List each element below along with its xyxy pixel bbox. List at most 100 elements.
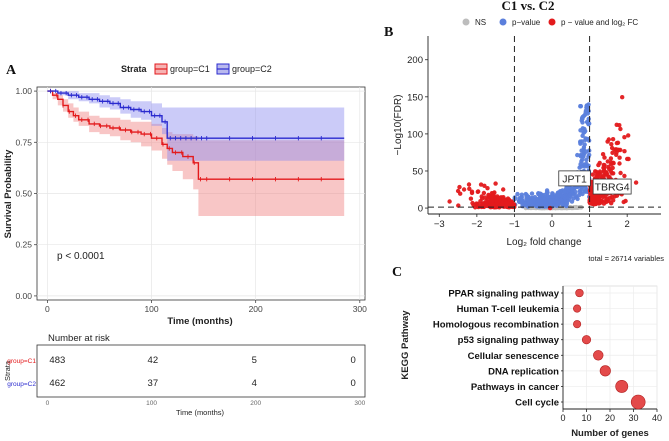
km-band-c2 xyxy=(47,91,345,161)
km-x-tick-label: 100 xyxy=(144,304,158,314)
volcano-point-pvalue xyxy=(550,191,555,196)
volcano-point-pvalue xyxy=(573,189,578,195)
volcano-x-ticks: −3 −2 −1 0 1 2 xyxy=(434,214,630,230)
volcano-point-pvalue xyxy=(562,195,568,201)
kegg-dot xyxy=(573,320,582,329)
volcano-point-pvalue-fc xyxy=(626,133,631,138)
km-y-tick-label: 0.25 xyxy=(15,240,32,250)
volcano-legend-pvalue-dot xyxy=(499,18,507,26)
risk-cell-c2-0: 462 xyxy=(49,378,65,389)
kegg-category-label: DNA replication xyxy=(488,366,559,377)
kegg-dot xyxy=(575,288,584,298)
km-x-ticks: 0 100 200 300 xyxy=(45,300,367,314)
volcano-gene-label-box xyxy=(592,178,632,195)
kegg-category-labels: PPAR signaling pathway Human T-cell leuke… xyxy=(433,289,563,409)
risk-table-cells: 483 42 5 0 462 37 4 0 xyxy=(49,355,355,389)
km-x-tick-label: 300 xyxy=(353,304,367,314)
volcano-point-pvalue-fc xyxy=(487,203,492,208)
kegg-category-label: Pathways in cancer xyxy=(471,382,559,393)
volcano-point-pvalue-fc xyxy=(614,193,620,198)
volcano-gene-label-tbrg4: TBRG4 xyxy=(595,182,630,194)
kegg-x-tick-label: 20 xyxy=(605,413,615,423)
volcano-point-pvalue-fc xyxy=(611,160,616,165)
volcano-point-ns xyxy=(571,205,577,210)
volcano-point-pvalue xyxy=(575,152,580,158)
km-x-tick-label: 200 xyxy=(249,304,263,314)
volcano-x-tick-label: 0 xyxy=(549,219,554,230)
volcano-point-pvalue-fc xyxy=(486,192,491,198)
volcano-point-pvalue-fc xyxy=(478,182,484,187)
km-plot: Strata group=C1 group=C2 0 100 200 300 0.00… xyxy=(3,63,367,327)
kegg-dot xyxy=(615,380,629,393)
volcano-point-pvalue xyxy=(585,104,591,110)
volcano-point-pvalue xyxy=(567,192,573,198)
volcano-y-tick-label: 200 xyxy=(407,55,423,66)
risk-x-tick-label: 0 xyxy=(46,400,50,407)
kegg-dot xyxy=(581,335,592,345)
km-y-tick-label: 1.00 xyxy=(15,86,32,96)
volcano-point-pvalue-fc xyxy=(493,181,498,186)
volcano-x-tick-label: −1 xyxy=(509,219,520,230)
volcano-point-pvalue xyxy=(582,188,588,194)
km-y-tick-label: 0.75 xyxy=(15,137,32,147)
volcano-point-pvalue-fc xyxy=(479,201,484,207)
volcano-gene-label-jpt1: JPT1 xyxy=(562,173,587,185)
volcano-title: C1 vs. C2 xyxy=(501,0,554,13)
risk-cell-c2-2: 4 xyxy=(252,378,257,389)
risk-cell-c2-1: 37 xyxy=(148,378,159,389)
volcano-point-pvalue-fc xyxy=(614,140,620,146)
panel-b-letter: B xyxy=(384,25,393,40)
km-legend-c2-label: group=C2 xyxy=(232,64,272,74)
volcano-point-pvalue-fc xyxy=(468,196,474,201)
volcano-point-pvalue-fc xyxy=(614,152,619,157)
volcano-gene-labels: JPT1 TBRG4 xyxy=(558,170,632,195)
volcano-point-pvalue-fc xyxy=(625,156,630,162)
volcano-point-pvalue-fc xyxy=(485,186,490,191)
km-confidence-bands xyxy=(47,91,345,216)
volcano-legend-pvalue-fc: p − value and log₂ FC xyxy=(561,18,638,27)
volcano-point-pvalue-fc xyxy=(447,199,452,204)
volcano-point-pvalue xyxy=(563,202,568,207)
volcano-point-pvalue xyxy=(584,157,589,163)
volcano-point-pvalue-fc xyxy=(617,155,622,160)
volcano-point-pvalue xyxy=(578,162,583,167)
volcano-point-pvalue xyxy=(584,149,589,154)
volcano-y-tick-label: 50 xyxy=(412,166,423,177)
km-legend-c2: group=C2 xyxy=(216,63,272,75)
volcano-point-pvalue-fc xyxy=(481,190,487,196)
volcano-point-pvalue-fc xyxy=(501,197,507,202)
volcano-point-pvalue-fc xyxy=(457,184,462,190)
volcano-point-pvalue xyxy=(585,136,590,142)
volcano-point-pvalue-fc xyxy=(482,183,487,188)
volcano-point-pvalue-fc xyxy=(609,171,615,176)
kegg-x-tick-label: 10 xyxy=(581,413,591,423)
kegg-category-label: PPAR signaling pathway xyxy=(448,289,559,300)
volcano-point-pvalue xyxy=(548,198,553,204)
volcano-point-pvalue-fc xyxy=(609,145,615,151)
km-legend-c1-label: group=C1 xyxy=(170,64,210,74)
volcano-point-pvalue-fc xyxy=(504,201,510,206)
volcano-y-tick-label: 150 xyxy=(407,92,423,103)
volcano-gene-label-box xyxy=(558,170,591,187)
volcano-y-tick-label: 0 xyxy=(418,204,423,215)
volcano-point-pvalue-fc xyxy=(633,180,639,185)
volcano-point-pvalue-fc xyxy=(599,199,604,204)
volcano-point-pvalue-fc xyxy=(618,170,623,176)
volcano-point-pvalue xyxy=(578,141,583,146)
volcano-point-pvalue xyxy=(542,200,547,205)
volcano-point-pvalue-fc xyxy=(596,196,601,201)
kegg-dots xyxy=(573,288,646,410)
risk-row-c2-name: group=C2 xyxy=(7,381,36,388)
volcano-point-pvalue xyxy=(582,162,587,167)
volcano-point-pvalue-fc xyxy=(622,173,627,179)
risk-cell-c1-2: 5 xyxy=(252,355,257,366)
panel-c-letter: C xyxy=(392,265,402,280)
volcano-point-pvalue xyxy=(578,152,583,158)
kegg-x-tick-label: 0 xyxy=(560,413,565,423)
volcano-point-pvalue xyxy=(582,129,587,135)
volcano-point-pvalue-fc xyxy=(479,194,484,199)
kegg-dot-plot: PPAR signaling pathway Human T-cell leuke… xyxy=(400,285,662,439)
volcano-point-pvalue-fc xyxy=(608,156,614,161)
volcano-point-pvalue-fc xyxy=(476,189,481,194)
volcano-point-pvalue xyxy=(575,196,580,202)
